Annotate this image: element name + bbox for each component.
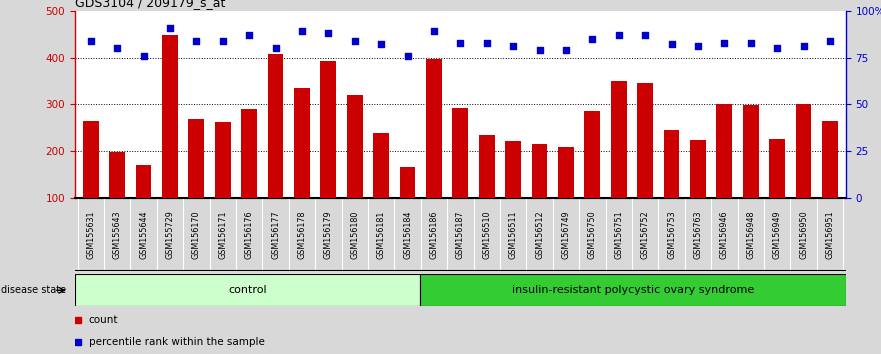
Point: [137, 53, 151, 58]
Text: count: count: [89, 315, 118, 325]
Point: [242, 32, 256, 38]
Point: [638, 32, 652, 38]
Point: [163, 25, 177, 30]
Text: insulin-resistant polycystic ovary syndrome: insulin-resistant polycystic ovary syndr…: [512, 285, 754, 295]
Text: GSM156178: GSM156178: [298, 210, 307, 259]
Text: GSM156180: GSM156180: [351, 210, 359, 259]
Bar: [136, 165, 152, 198]
Text: GDS3104 / 209179_s_at: GDS3104 / 209179_s_at: [75, 0, 226, 10]
Bar: [531, 144, 547, 198]
Bar: [743, 105, 759, 198]
Bar: [109, 152, 125, 198]
Text: GSM156179: GSM156179: [324, 210, 333, 259]
Text: GSM155644: GSM155644: [139, 210, 148, 259]
Text: GSM156184: GSM156184: [403, 210, 412, 259]
Text: GSM156948: GSM156948: [746, 210, 755, 259]
Text: GSM156950: GSM156950: [799, 210, 808, 259]
Point: [559, 47, 573, 53]
Point: [506, 44, 520, 49]
Point: [110, 45, 124, 51]
Text: disease state: disease state: [2, 285, 67, 295]
Text: GSM155643: GSM155643: [113, 210, 122, 259]
Point: [823, 38, 837, 44]
Bar: [241, 109, 257, 198]
Text: GSM156176: GSM156176: [245, 210, 254, 259]
Text: GSM156181: GSM156181: [376, 210, 386, 259]
Point: [216, 38, 230, 44]
Bar: [453, 108, 468, 198]
Bar: [83, 121, 99, 198]
Bar: [420, 274, 846, 306]
Point: [717, 40, 731, 45]
Text: GSM156510: GSM156510: [482, 210, 492, 259]
Bar: [162, 35, 178, 198]
Bar: [558, 147, 574, 198]
Point: [479, 40, 493, 45]
Bar: [796, 104, 811, 198]
Bar: [716, 104, 732, 198]
Point: [348, 38, 362, 44]
Bar: [426, 59, 442, 198]
Text: GSM156512: GSM156512: [535, 210, 544, 259]
Point: [374, 41, 389, 47]
Point: [295, 28, 309, 34]
Point: [401, 53, 415, 58]
Point: [84, 38, 98, 44]
Point: [770, 45, 784, 51]
Text: GSM156752: GSM156752: [640, 210, 649, 259]
Bar: [215, 122, 231, 198]
Text: GSM155631: GSM155631: [86, 210, 95, 259]
Point: [427, 28, 441, 34]
Text: GSM155729: GSM155729: [166, 210, 174, 259]
Text: GSM156763: GSM156763: [693, 210, 702, 259]
Text: control: control: [228, 285, 267, 295]
Bar: [400, 167, 416, 198]
Text: GSM156949: GSM156949: [773, 210, 781, 259]
Bar: [584, 112, 600, 198]
Point: [532, 47, 546, 53]
Bar: [75, 274, 420, 306]
Text: GSM156187: GSM156187: [455, 210, 465, 259]
Point: [796, 44, 811, 49]
Bar: [347, 95, 363, 198]
Text: GSM156946: GSM156946: [720, 210, 729, 259]
Bar: [294, 88, 310, 198]
Point: [664, 41, 678, 47]
Point: [269, 45, 283, 51]
Point: [453, 40, 467, 45]
Bar: [505, 141, 521, 198]
Bar: [822, 121, 838, 198]
Text: GSM156749: GSM156749: [561, 210, 570, 259]
Text: GSM156186: GSM156186: [429, 210, 439, 259]
Bar: [321, 61, 337, 198]
Bar: [637, 83, 653, 198]
Bar: [478, 135, 494, 198]
Point: [585, 36, 599, 42]
Bar: [374, 133, 389, 198]
Point: [611, 32, 626, 38]
Text: GSM156170: GSM156170: [192, 210, 201, 259]
Bar: [769, 139, 785, 198]
Bar: [663, 130, 679, 198]
Point: [744, 40, 758, 45]
Text: GSM156177: GSM156177: [271, 210, 280, 259]
Point: [189, 38, 204, 44]
Text: GSM156511: GSM156511: [508, 210, 518, 259]
Bar: [268, 54, 284, 198]
Text: GSM156750: GSM156750: [588, 210, 596, 259]
Bar: [690, 139, 706, 198]
Text: GSM156753: GSM156753: [667, 210, 676, 259]
Point: [322, 30, 336, 36]
Text: percentile rank within the sample: percentile rank within the sample: [89, 337, 264, 347]
Bar: [189, 119, 204, 198]
Bar: [611, 81, 626, 198]
Text: GSM156951: GSM156951: [825, 210, 834, 259]
Point: [691, 44, 705, 49]
Text: GSM156751: GSM156751: [614, 210, 623, 259]
Text: GSM156171: GSM156171: [218, 210, 227, 259]
